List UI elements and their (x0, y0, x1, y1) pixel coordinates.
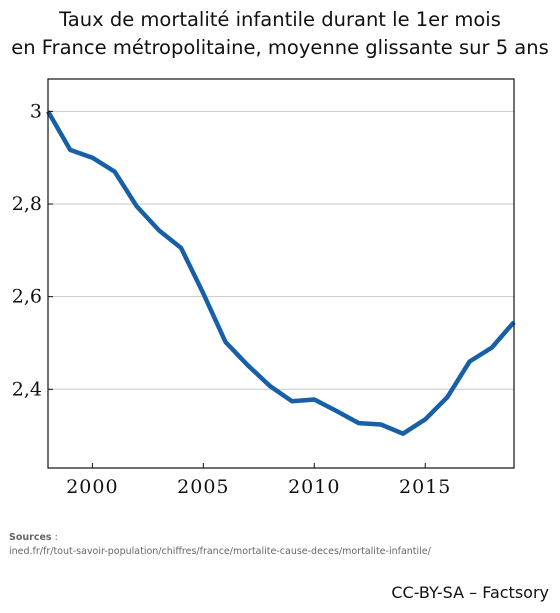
x-tick-label: 2005 (177, 476, 229, 498)
y-tick-label: 3 (30, 100, 42, 122)
y-tick-label: 2,6 (12, 286, 42, 308)
sources-url: ined.fr/fr/tout-savoir-population/chiffr… (9, 546, 431, 557)
series-line (46, 110, 516, 436)
chart-title-line1: Taux de mortalité infantile durant le 1e… (59, 8, 501, 31)
sources-separator: : (51, 532, 58, 543)
license-credit: CC-BY-SA – Factsory (391, 583, 549, 602)
sources-label: Sources (9, 532, 52, 543)
x-tick-label: 2010 (288, 476, 340, 498)
gridlines (48, 110, 514, 390)
sources-note: Sources : ined.fr/fr/tout-savoir-populat… (9, 531, 431, 559)
plot-frame (47, 78, 515, 469)
x-tick-label: 2000 (66, 476, 118, 498)
y-tick-label: 2,8 (12, 193, 42, 215)
axis-ticks: 2,4 2,6 2,8 3 2000 2005 2010 2015 (12, 100, 451, 498)
y-tick-label: 2,4 (12, 378, 42, 400)
x-tick-label: 2015 (399, 476, 451, 498)
line-chart: 2,4 2,6 2,8 3 2000 2005 2010 2015 (12, 78, 516, 498)
chart-title-line2: en France métropolitaine, moyenne glissa… (11, 36, 549, 59)
series-layer (46, 110, 516, 436)
